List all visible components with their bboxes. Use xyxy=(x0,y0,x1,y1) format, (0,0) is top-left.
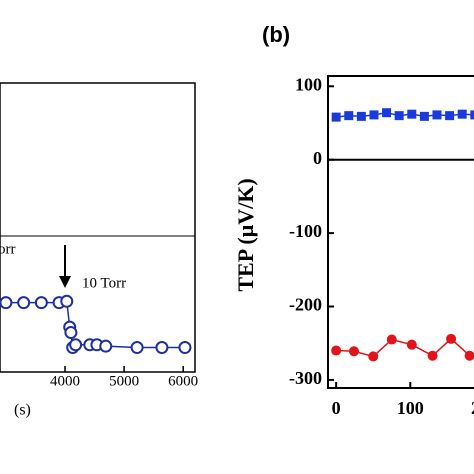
y-tick-label: -300 xyxy=(289,368,322,388)
marker xyxy=(130,341,144,355)
marker xyxy=(64,326,78,340)
marker xyxy=(382,108,392,118)
marker xyxy=(446,333,457,344)
marker xyxy=(470,110,474,120)
x-tick-label: 100 xyxy=(397,398,424,418)
marker xyxy=(445,111,455,121)
marker xyxy=(432,110,442,120)
marker xyxy=(348,346,359,357)
y-tick-label: 0 xyxy=(313,148,322,168)
x-tick-label: 4000 xyxy=(50,373,80,389)
marker xyxy=(178,341,192,355)
marker xyxy=(155,341,169,355)
y-tick-label: -200 xyxy=(289,295,322,315)
y-axis-label: TEP (μV/K) xyxy=(233,178,258,291)
marker xyxy=(99,339,113,353)
marker xyxy=(369,110,379,120)
plot-frame xyxy=(0,82,196,373)
x-tick-label: 6000 xyxy=(168,373,198,389)
annotation: orr xyxy=(0,241,16,257)
marker xyxy=(419,111,429,121)
marker xyxy=(356,111,366,121)
marker xyxy=(427,350,438,361)
marker xyxy=(386,334,397,345)
annotation: 10 Torr xyxy=(82,275,126,291)
marker xyxy=(368,351,379,362)
marker xyxy=(406,339,417,350)
arrow-head xyxy=(59,276,71,288)
marker xyxy=(464,350,474,361)
panel-label: (b) xyxy=(262,22,290,47)
x-tick-label: 0 xyxy=(332,398,341,418)
marker xyxy=(344,111,354,121)
marker xyxy=(457,109,467,119)
marker xyxy=(17,296,31,310)
y-tick-label: 100 xyxy=(295,74,322,94)
marker xyxy=(331,345,342,356)
x-axis-label: (s) xyxy=(14,402,31,419)
marker xyxy=(69,338,83,352)
y-tick-label: -100 xyxy=(289,221,322,241)
x-tick-label: 5000 xyxy=(109,373,139,389)
marker xyxy=(331,112,341,122)
marker xyxy=(394,111,404,121)
marker xyxy=(34,296,48,310)
marker xyxy=(60,294,74,308)
plot-frame xyxy=(327,75,474,389)
marker xyxy=(0,296,13,310)
marker xyxy=(407,109,417,119)
x-tick-label: 200 xyxy=(471,398,474,418)
